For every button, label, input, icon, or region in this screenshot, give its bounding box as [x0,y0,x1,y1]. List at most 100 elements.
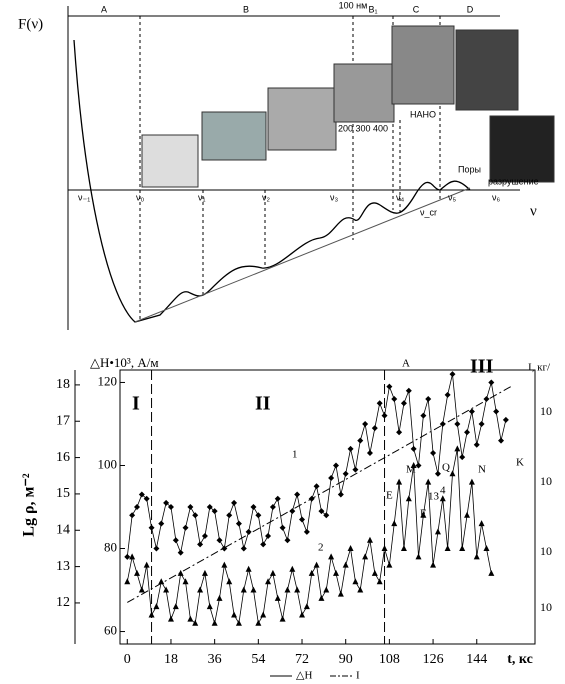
chart: 0 18 36 54 72 90 108 126 14460801001201213141516… [21,355,552,682]
nu-label: ν₁ [198,192,206,202]
marker [430,561,437,568]
marker [328,553,335,560]
marker [163,586,170,593]
marker [240,586,247,593]
marker [366,536,373,543]
marker [129,553,136,560]
marker [400,400,407,407]
marker [391,396,398,403]
marker [231,611,238,618]
marker [226,578,233,585]
region-label: A [101,4,107,14]
marker [352,466,359,473]
marker [449,371,456,378]
marker [124,578,131,585]
point-label: 4 [440,485,446,497]
series-line [126,448,492,625]
marker [138,491,145,498]
y-label-inner: △H•10³, А/м [90,355,159,370]
marker [221,561,228,568]
marker [386,561,393,568]
marker [357,437,364,444]
marker [454,420,461,427]
marker [250,504,257,510]
marker [153,603,160,610]
marker [182,578,189,585]
marker [197,541,204,548]
marker [323,512,330,519]
marker [488,379,495,386]
marker [211,619,218,626]
nu-label: ν_cr [420,207,437,217]
label: НАНО [410,109,436,119]
marker [133,569,140,576]
marker [415,462,422,469]
marker [138,586,145,593]
marker [473,441,480,448]
marker [279,524,286,531]
marker [274,594,281,601]
marker [381,545,388,552]
marker [187,615,194,622]
marker [391,520,398,527]
region-label: B₁ [368,4,377,14]
marker [265,533,272,540]
y2-tick-label: 10 [540,544,552,558]
marker [245,565,252,572]
marker [342,561,349,568]
marker [133,504,140,510]
lg-tick-label: 18 [56,377,70,392]
marker [420,511,427,518]
nu-label: ν₀ [136,192,145,202]
marker [483,545,490,552]
micrograph [141,134,199,188]
marker [143,561,150,568]
legend-label: △H [296,670,312,682]
marker [158,520,165,527]
marker [260,541,267,548]
x-tick-label: 36 [208,652,222,667]
marker [464,511,471,518]
marker [308,569,315,576]
y-tick-label: 60 [104,623,117,638]
x-tick-label: 90 [339,652,353,667]
marker [187,504,194,510]
marker [265,578,272,585]
marker [192,619,199,626]
marker [197,586,204,593]
marker [386,383,393,390]
scale: 200 300 400 [338,123,388,133]
region-label: B [243,4,249,14]
marker [206,504,213,510]
point-label: M [406,464,416,476]
legend-label: I [356,670,360,682]
lg-tick-label: 15 [56,486,70,501]
region-label: C [413,4,420,14]
region-label: D [467,4,474,14]
micrograph [267,87,337,151]
marker [167,504,174,510]
marker [269,504,276,510]
marker [430,450,437,457]
nu-label: ν₄ [396,192,405,202]
marker [337,491,344,498]
marker [269,569,276,576]
scale: 100 нм [339,0,368,10]
marker [313,483,320,490]
marker [357,586,364,593]
marker [167,615,174,622]
x-tick-label: 18 [164,652,178,667]
marker [376,400,383,407]
marker [318,508,325,515]
marker [206,603,213,610]
nu-label: ν₃ [330,192,339,202]
diagram: F(ν) ν 100 нм 200 300 400 НАНО Поры разр… [18,0,555,330]
marker [201,533,208,540]
marker [415,553,422,560]
marker [352,578,359,585]
x-label: ν [530,203,537,219]
marker [192,512,199,519]
lg-tick-label: 16 [56,450,70,465]
marker [177,549,184,556]
marker [255,619,262,626]
